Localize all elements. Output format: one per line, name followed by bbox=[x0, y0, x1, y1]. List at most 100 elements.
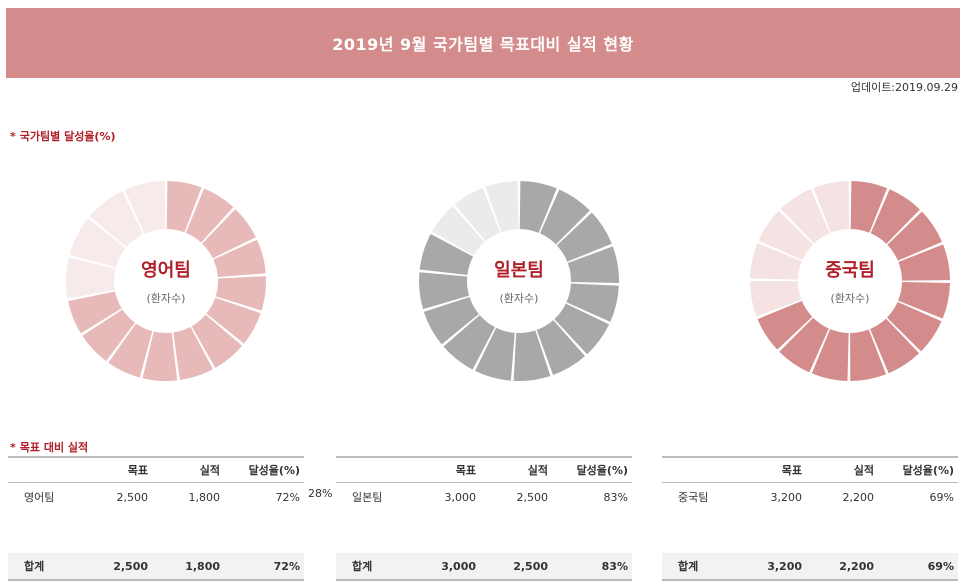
page-header: 2019년 9월 국가팀별 목표대비 실적 현황 bbox=[6, 8, 960, 78]
actual-value: 2,500 bbox=[516, 490, 549, 504]
donut-japan: 일본팀 (환자수) bbox=[414, 176, 624, 386]
team-name: 일본팀 bbox=[352, 491, 383, 504]
donut-segment-achieved bbox=[850, 181, 888, 233]
donut-english: 영어팀 (환자수) bbox=[61, 176, 271, 386]
donut-segment-remaining bbox=[750, 281, 802, 317]
achievement-section-label: 국가팀별 달성율(%) bbox=[19, 130, 116, 143]
total-label: 합계 bbox=[678, 560, 699, 573]
donut-segment-achieved bbox=[886, 301, 942, 352]
donut-segment-remaining bbox=[66, 257, 116, 299]
table-row: 일본팀 3,000 2,500 83% bbox=[336, 485, 632, 509]
table-header: 목표 실적 달성율(%) bbox=[8, 456, 304, 483]
donut-segment-achieved bbox=[870, 189, 920, 244]
col-rate: 달성율(%) bbox=[902, 464, 954, 477]
donut-segment-achieved bbox=[215, 276, 266, 311]
donut-segment-remaining bbox=[758, 210, 813, 260]
donut-segment-achieved bbox=[443, 315, 495, 370]
donut-segment-remaining bbox=[69, 218, 126, 268]
actual-value: 2,200 bbox=[842, 490, 875, 504]
team-name: 영어팀 bbox=[24, 491, 55, 504]
donut-segment-remaining bbox=[432, 206, 485, 256]
donut-segment-achieved bbox=[811, 329, 849, 381]
donut-segment-remaining bbox=[485, 181, 519, 233]
donut-china: 중국팀 (환자수) bbox=[745, 176, 955, 386]
actual-value: 1,800 bbox=[188, 490, 221, 504]
total-target: 3,200 bbox=[767, 559, 802, 573]
total-label: 합계 bbox=[24, 560, 45, 573]
donut-segment-achieved bbox=[870, 318, 920, 374]
donut-segment-achieved bbox=[419, 272, 470, 310]
donut-segment-remaining bbox=[750, 243, 802, 280]
donut-segment-achieved bbox=[566, 283, 619, 322]
donut-segment-achieved bbox=[173, 326, 213, 381]
table-total-row: 합계 3,200 2,200 69% bbox=[662, 553, 958, 581]
target-value: 3,000 bbox=[444, 490, 477, 504]
table-row: 중국팀 3,200 2,200 69% bbox=[662, 485, 958, 509]
table-china: 목표 실적 달성율(%) 중국팀 3,200 2,200 69% 합계 3,20… bbox=[662, 456, 958, 581]
donut-segment-achieved bbox=[539, 189, 590, 245]
update-date: 업데이트:2019.09.29 bbox=[850, 81, 958, 94]
donut-segment-achieved bbox=[213, 239, 266, 278]
col-target: 목표 bbox=[781, 464, 802, 477]
target-value: 3,200 bbox=[770, 490, 803, 504]
donut-segment-achieved bbox=[475, 327, 515, 381]
donut-segment-achieved bbox=[185, 188, 234, 243]
donut-segment-achieved bbox=[202, 209, 256, 259]
donut-segment-achieved bbox=[419, 234, 474, 276]
donut-segment-achieved bbox=[536, 320, 585, 376]
table-total-row: 합계 3,000 2,500 83% bbox=[336, 553, 632, 581]
star-icon: * bbox=[10, 130, 16, 143]
donut-segment-achieved bbox=[191, 314, 243, 368]
stray-value: 28% bbox=[308, 487, 333, 500]
donut-segment-achieved bbox=[166, 181, 202, 233]
table-row: 영어팀 2,500 1,800 72% bbox=[8, 485, 304, 509]
target-value: 2,500 bbox=[116, 490, 149, 504]
donut-segment-remaining bbox=[813, 181, 850, 233]
col-actual: 실적 bbox=[199, 464, 220, 477]
performance-section-label: 목표 대비 실적 bbox=[19, 441, 89, 454]
donut-segment-remaining bbox=[89, 191, 144, 248]
total-actual: 2,500 bbox=[513, 559, 548, 573]
donut-segment-remaining bbox=[454, 187, 501, 242]
achievement-section-title: * 국가팀별 달성율(%) bbox=[10, 128, 116, 144]
total-rate: 83% bbox=[601, 559, 628, 573]
donut-segment-achieved bbox=[898, 282, 950, 319]
col-actual: 실적 bbox=[853, 464, 874, 477]
donut-segment-achieved bbox=[556, 212, 612, 262]
donut-segment-achieved bbox=[554, 303, 610, 355]
total-target: 2,500 bbox=[113, 559, 148, 573]
col-rate: 달성율(%) bbox=[576, 464, 628, 477]
donut-segment-achieved bbox=[423, 297, 479, 345]
donut-chart-japan bbox=[419, 181, 619, 381]
table-header: 목표 실적 달성율(%) bbox=[662, 456, 958, 483]
donut-segment-achieved bbox=[142, 331, 178, 381]
total-actual: 2,200 bbox=[839, 559, 874, 573]
table-total-row: 합계 2,500 1,800 72% bbox=[8, 553, 304, 581]
donut-segment-achieved bbox=[850, 329, 887, 381]
table-english: 목표 실적 달성율(%) 영어팀 2,500 1,800 72% 합계 2,50… bbox=[8, 456, 304, 581]
total-target: 3,000 bbox=[441, 559, 476, 573]
donut-chart-english bbox=[66, 181, 266, 381]
col-actual: 실적 bbox=[527, 464, 548, 477]
donut-segment-achieved bbox=[898, 244, 950, 281]
col-target: 목표 bbox=[455, 464, 476, 477]
donut-segment-achieved bbox=[779, 317, 829, 373]
performance-section-title: * 목표 대비 실적 bbox=[10, 439, 88, 455]
donut-segment-achieved bbox=[757, 300, 813, 350]
table-header: 목표 실적 달성율(%) bbox=[336, 456, 632, 483]
col-target: 목표 bbox=[127, 464, 148, 477]
total-rate: 69% bbox=[927, 559, 954, 573]
donut-segment-remaining bbox=[124, 181, 166, 234]
total-rate: 72% bbox=[273, 559, 300, 573]
team-name: 중국팀 bbox=[678, 491, 709, 504]
donut-chart-china bbox=[750, 181, 950, 381]
donut-segment-achieved bbox=[567, 246, 619, 283]
donut-segment-achieved bbox=[513, 330, 551, 381]
donut-segment-achieved bbox=[887, 211, 943, 261]
rate-value: 83% bbox=[603, 490, 628, 504]
table-japan: 목표 실적 달성율(%) 일본팀 3,000 2,500 83% 합계 3,00… bbox=[336, 456, 632, 581]
col-rate: 달성율(%) bbox=[248, 464, 300, 477]
page-title: 2019년 9월 국가팀별 목표대비 실적 현황 bbox=[332, 35, 634, 54]
donut-segment-achieved bbox=[519, 181, 557, 233]
star-icon: * bbox=[10, 441, 16, 454]
